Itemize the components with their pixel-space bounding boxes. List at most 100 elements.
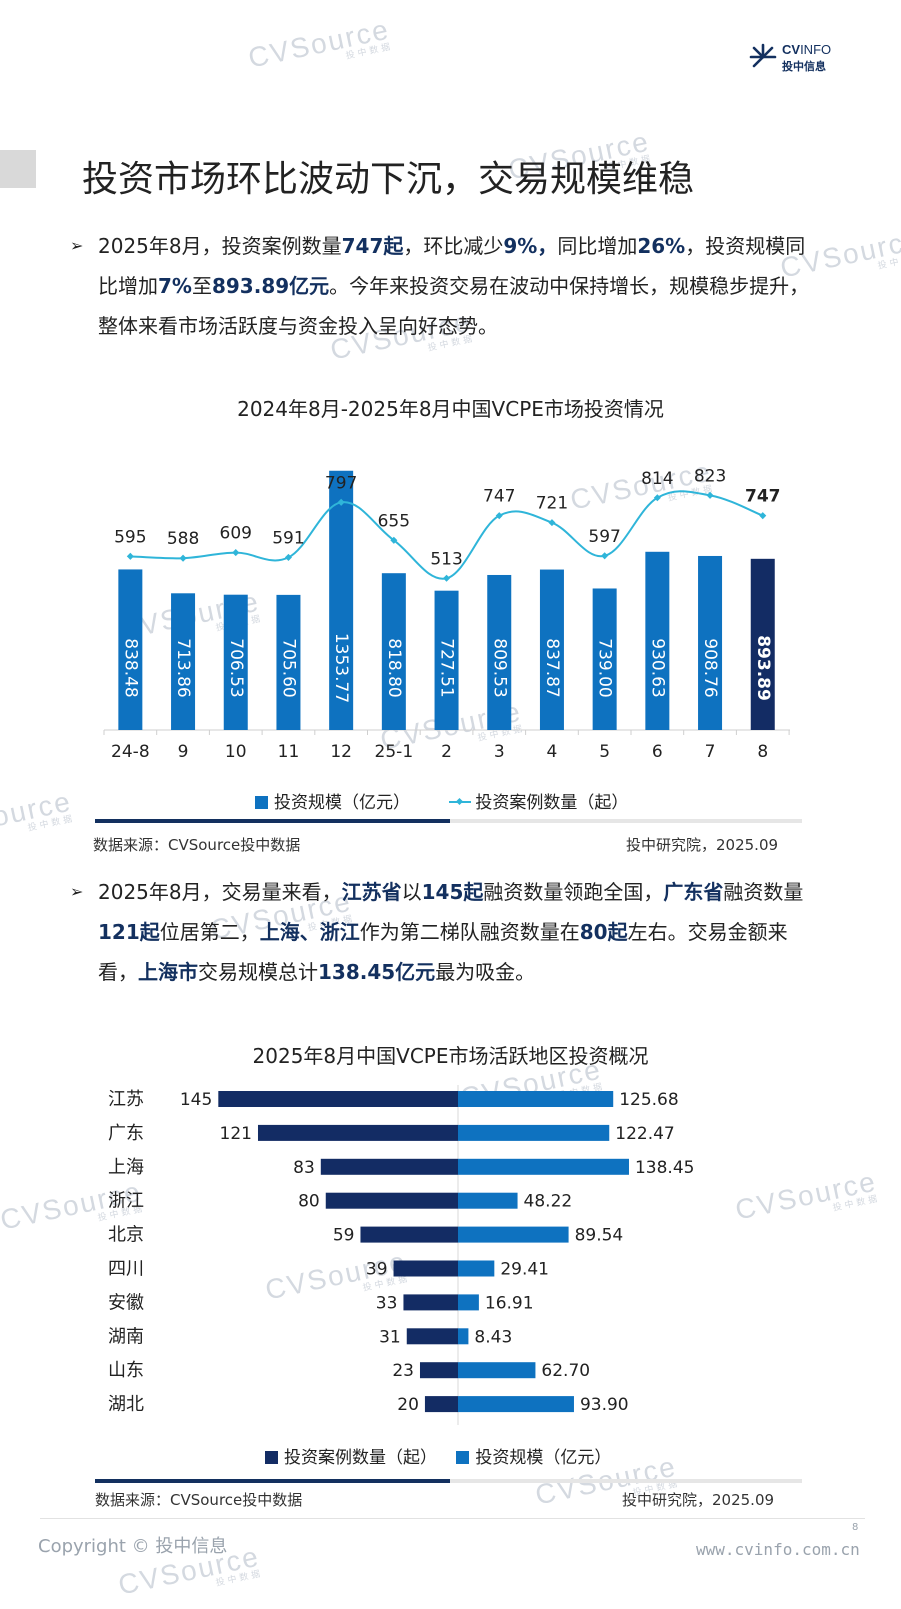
legend-right-label: 投资规模（亿元） [475,1448,612,1468]
amount-label: 29.41 [500,1260,549,1280]
count-bar [257,1124,458,1141]
bar-data-label: 705.60 [278,638,298,697]
highlight-text: 江苏省 [341,880,402,904]
line-data-label: 609 [220,524,252,544]
brand-logo: CVINFO 投中信息 [748,40,848,76]
body-text: 2025年8月，交易量来看， [98,880,342,904]
count-bar [406,1328,458,1345]
body-text: ，环比减少 [403,234,504,258]
logo-cv: CV [782,42,801,57]
line-data-label: 747 [483,487,515,507]
x-tick-label: 5 [599,742,610,762]
paragraph-2-text: 2025年8月，交易量来看，江苏省以145起融资数量领跑全国，广东省融资数量 12… [70,872,820,992]
body-text: 融资数量领跑全国， [483,880,664,904]
line-data-label: 814 [641,469,673,489]
bar-data-label: 727.51 [437,638,457,697]
x-tick-label: 6 [652,742,663,762]
line-point [232,549,240,557]
highlight-text: 145起 [421,880,484,904]
chart2: 江苏 145 125.68 广东 121 122.47 上海 83 138.45 浙江 80 48.2… [108,1085,694,1425]
amount-label: 8.43 [474,1327,512,1347]
page-title: 投资市场环比波动下沉，交易规模维稳 [82,159,695,200]
bar [171,593,196,730]
line-data-label: 721 [536,494,568,514]
line-point [601,552,609,560]
count-label: 33 [376,1293,398,1313]
count-bar [360,1226,458,1243]
highlight-text: 9%， [503,234,558,258]
brand-logo-icon [749,43,777,68]
logo-info: INFO [800,42,832,57]
count-bar [393,1260,458,1277]
body-text: 至 [191,274,212,298]
x-tick-label: 25-1 [375,742,414,762]
body-text: 位居第二， [159,920,260,944]
region-label: 广东 [108,1123,144,1144]
count-label: 59 [333,1226,355,1246]
x-tick-label: 9 [178,742,189,762]
x-tick-label: 4 [547,742,558,762]
count-bar [424,1396,458,1413]
line-point [337,498,345,506]
highlight-text: 上海、浙江 [259,920,360,944]
line-point [495,512,503,520]
amount-bar [458,1396,574,1413]
amount-bar [458,1328,469,1345]
bar-data-label: 930.63 [647,638,667,697]
amount-bar [458,1362,536,1379]
count-label: 39 [366,1260,388,1280]
highlight-text: 747起 [341,234,404,258]
chart2-source: 数据来源：CVSource投中数据 [95,1491,303,1509]
line-point [706,491,714,499]
amount-label: 89.54 [575,1226,624,1246]
highlight-text: 7% [158,274,192,298]
amount-bar [458,1260,495,1277]
x-tick-label: 8 [757,742,768,762]
highlight-text: 广东省 [663,880,724,904]
bar [276,594,301,730]
body-text: ，投资规模同比增加 [98,234,806,298]
count-label: 31 [379,1327,401,1347]
body-text: 交易规模总计 [198,960,318,984]
region-label: 湖南 [108,1326,144,1347]
highlight-text: 138.45亿元 [318,960,436,984]
bar [645,551,670,730]
bar [223,594,248,730]
count-bar [403,1294,458,1311]
line-data-label: 823 [694,466,726,486]
line-data-label: 588 [167,529,199,549]
amount-label: 62.70 [541,1361,590,1381]
body-text: 以 [401,880,422,904]
footer-page-number: 8 [852,1522,859,1533]
x-tick-label: 24-8 [111,742,150,762]
bar [329,470,354,730]
region-label: 四川 [108,1259,144,1280]
body-text: 融资数量 [723,880,804,904]
footer-url: www.cvinfo.com.cn [696,1540,860,1559]
footer-rule [40,1518,865,1519]
body-text: 同比增加 [557,234,638,258]
count-label: 80 [298,1192,320,1212]
bar-data-label: 818.80 [384,638,404,697]
bar-data-label: 706.53 [226,638,246,697]
line-point [126,552,134,560]
legend-left-label: 投资案例数量（起） [284,1448,437,1468]
amount-bar [458,1192,518,1209]
x-tick-label: 11 [278,742,300,762]
bar [381,573,406,730]
bar [118,569,143,730]
bar-data-label: 739.00 [595,638,615,697]
amount-bar [458,1294,479,1311]
chart1-title: 2024年8月-2025年8月中国VCPE市场投资情况 [237,397,664,421]
count-bar [320,1158,458,1175]
region-label: 浙江 [108,1191,144,1212]
footer-copyright: Copyright © 投中信息 [38,1536,228,1557]
bar [698,555,723,730]
chart2-title: 2025年8月中国VCPE市场活跃地区投资概况 [252,1044,649,1068]
region-label: 山东 [108,1360,144,1381]
line-data-label: 513 [430,549,462,569]
count-label: 83 [293,1158,315,1178]
bar-data-label: 809.53 [489,638,509,697]
chart1: 838.48 24-8 713.86 9 706.53 10 705.60 11 1353.77… [103,466,790,762]
highlight-text: 893.89亿元 [211,274,330,298]
